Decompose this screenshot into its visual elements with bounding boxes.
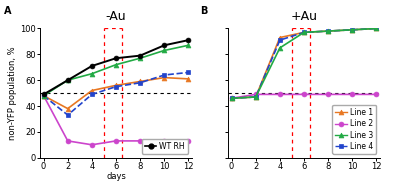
Text: A: A <box>4 6 12 16</box>
X-axis label: days: days <box>106 172 126 181</box>
Legend: Line 1, Line 2, Line 3, Line 4: Line 1, Line 2, Line 3, Line 4 <box>332 105 376 154</box>
Text: +Au: +Au <box>290 10 318 22</box>
Y-axis label: non-YFP population, %: non-YFP population, % <box>8 46 17 140</box>
Text: B: B <box>200 6 207 16</box>
Legend: WT RH: WT RH <box>142 139 188 154</box>
Text: -Au: -Au <box>106 10 126 22</box>
